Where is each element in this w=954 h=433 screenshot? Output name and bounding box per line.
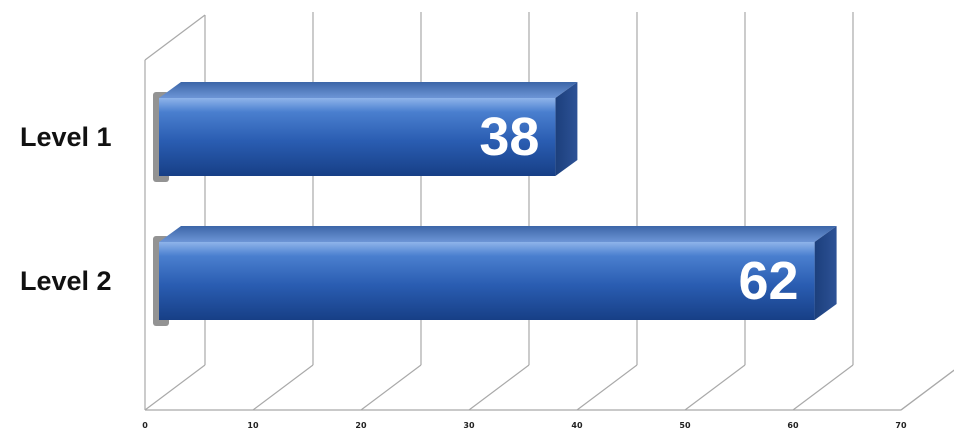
x-tick-label: 70 (895, 421, 907, 430)
bar-end-face (814, 226, 837, 320)
x-tick-label: 0 (142, 421, 148, 430)
bar-layer (153, 82, 837, 326)
bar-top-face (159, 82, 578, 98)
bar (159, 242, 815, 320)
x-tick-label: 60 (787, 421, 799, 430)
floor-gridline (684, 364, 746, 411)
bar (159, 98, 556, 176)
floor-gridline (252, 364, 314, 411)
x-tick-label: 40 (571, 421, 583, 430)
grid-layer (144, 12, 954, 411)
x-tick-label: 20 (355, 421, 367, 430)
floor-gridline (792, 364, 854, 411)
category-label: Level 2 (20, 266, 112, 296)
floor-gridline (576, 364, 638, 411)
floor-gridline (900, 369, 954, 411)
label-layer: 0 10 20 30 40 50 60 70 38 Level 1 62 Level 2 (20, 107, 907, 430)
floor-gridline (144, 364, 206, 411)
bar-top-face (159, 226, 837, 242)
floor-gridline (468, 364, 530, 411)
axis-wall-top (144, 14, 206, 61)
bar-end-face (555, 82, 578, 176)
floor-right-edge (900, 369, 954, 411)
x-tick-label: 10 (247, 421, 259, 430)
x-tick-label: 30 (463, 421, 475, 430)
category-label: Level 1 (20, 122, 112, 152)
floor-gridline (360, 364, 422, 411)
bar-value-label: 38 (479, 107, 539, 167)
x-tick-label: 50 (679, 421, 691, 430)
bar-value-label: 62 (739, 251, 799, 311)
